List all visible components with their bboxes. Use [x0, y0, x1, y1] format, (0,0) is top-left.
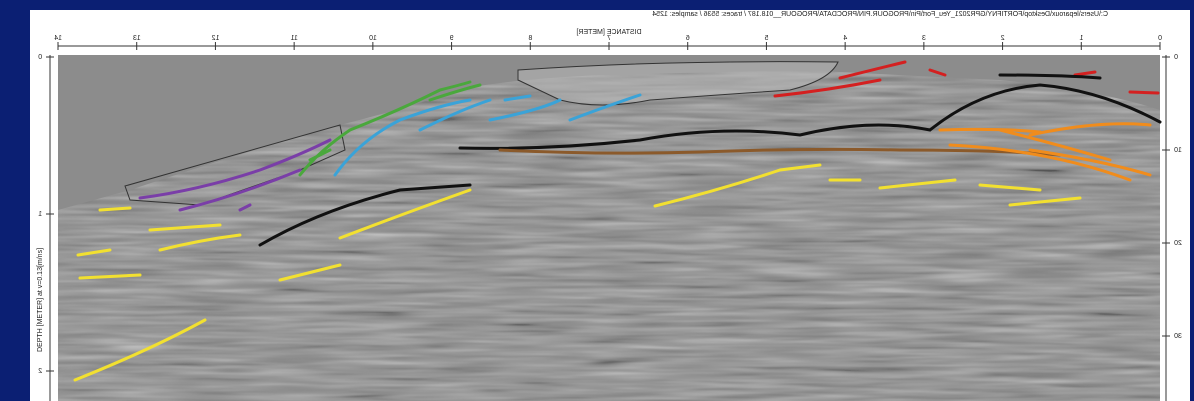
radargram	[58, 55, 1160, 401]
brown-horizon	[498, 147, 1062, 157]
y-tick-label: 0	[38, 54, 42, 61]
y-tick-label: 2	[38, 368, 42, 375]
y-axis-label: DEPTH [METER] at v=0.13[m/ns]	[37, 248, 44, 352]
interpretation	[73, 60, 1162, 382]
x-tick-label: 0	[1158, 35, 1162, 42]
x-tick-label: 14	[54, 35, 62, 42]
x-tick-label: 10	[369, 35, 377, 42]
zone-outline	[517, 61, 839, 106]
x-tick-label: 8	[528, 35, 532, 42]
x-tick-label: 1	[1079, 35, 1083, 42]
x-tick-label: 5	[764, 35, 768, 42]
green-horizon	[298, 80, 482, 177]
x-tick-label: 11	[291, 35, 298, 42]
y-axis-label-group: DEPTH [METER] at v=0.13[m/ns]	[37, 248, 44, 352]
x-tick-label: 3	[922, 35, 926, 42]
y2-tick-label: 10	[1174, 147, 1182, 154]
orange-horizon	[938, 122, 1152, 182]
y2-tick-label: 0	[1174, 54, 1178, 61]
black-horizon	[258, 73, 1162, 247]
file-path: C:\Users\leparoux\Desktop\FORTIFNY\GPR20…	[652, 11, 1108, 18]
y2-tick-label: 30	[1174, 333, 1182, 340]
x-tick-label: 9	[450, 35, 454, 42]
air-layer	[58, 55, 1160, 210]
red-horizon	[773, 60, 1160, 98]
purple-horizon	[138, 138, 332, 212]
y2-tick-label: 20	[1174, 240, 1182, 247]
x-axis-label: DISTANCE [METER]	[576, 29, 641, 36]
yellow-horizon	[73, 163, 1082, 382]
x-tick-label: 2	[1001, 35, 1005, 42]
blue-horizon	[333, 93, 642, 177]
x-tick-label: 6	[686, 35, 690, 42]
x-tick-label: 13	[133, 35, 141, 42]
y-tick-label: 1	[38, 211, 42, 218]
x-tick-label: 7	[607, 35, 611, 42]
x-tick-label: 12	[212, 35, 220, 42]
x-tick-label: 4	[843, 35, 847, 42]
